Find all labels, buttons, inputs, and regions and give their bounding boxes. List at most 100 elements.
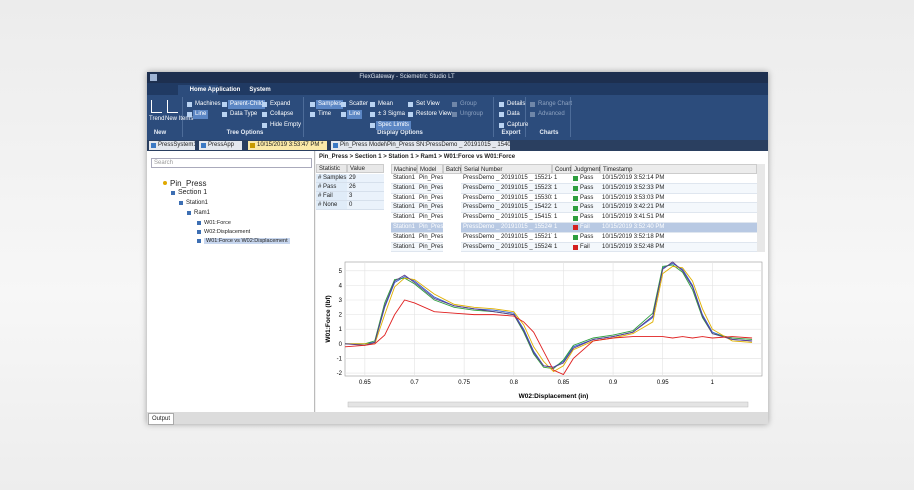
ribbon-button-icon <box>222 102 227 107</box>
tree-node[interactable]: Section 1 <box>178 189 208 196</box>
ribbon-button-icon <box>341 112 346 117</box>
ribbon-group-label: Display Options <box>377 130 423 136</box>
menu-tab[interactable]: Application <box>207 87 241 93</box>
search-box[interactable]: Search <box>151 158 312 168</box>
table-cell: 10/15/2019 3:52:40 PM <box>600 223 757 233</box>
ribbon-button[interactable]: Capture <box>507 122 529 128</box>
menu-tab[interactable]: System <box>249 87 271 93</box>
table-cell: 10/15/2019 3:52:18 PM <box>600 232 757 243</box>
y-tick-label: -1 <box>337 356 343 362</box>
ribbon-button[interactable]: Expand <box>270 101 291 107</box>
table-header: Batch <box>443 164 461 174</box>
table-cell: 10/15/2019 3:41:51 PM <box>600 213 757 223</box>
table-cell: 1 <box>552 193 571 204</box>
plot-area <box>344 261 763 377</box>
x-tick-label: 0.8 <box>510 380 519 386</box>
table-cell: 10/15/2019 3:52:14 PM <box>600 174 757 184</box>
document-tab-icon <box>250 143 255 148</box>
ribbon-separator <box>525 97 526 137</box>
ribbon-button[interactable]: New Items <box>165 116 194 122</box>
ribbon-button-icon <box>187 102 192 107</box>
ribbon-button-icon <box>370 102 375 107</box>
table-cell: 1 <box>552 203 571 214</box>
bottom-tab[interactable]: Output <box>148 413 175 425</box>
ribbon-button[interactable]: Scatter <box>349 101 369 107</box>
ribbon-button[interactable]: Collapse <box>270 111 294 117</box>
ribbon-button[interactable]: Spec Limits <box>376 121 412 130</box>
y-tick-label: 5 <box>339 269 343 275</box>
table-cell: Pass <box>571 193 600 204</box>
menu-tab[interactable]: Home <box>178 85 218 95</box>
tree-node-icon <box>197 229 201 234</box>
ribbon-button[interactable]: Group <box>460 101 477 107</box>
x-tick-label: 0.9 <box>609 380 618 386</box>
ribbon-button[interactable]: Range Chart <box>538 101 573 107</box>
y-axis-title: W01:Force (lbf) <box>325 295 332 342</box>
table-cell: Pass <box>571 174 600 184</box>
ribbon-button[interactable]: Hide Empty <box>270 122 302 128</box>
tree-node[interactable]: W02:Displacement <box>204 229 251 235</box>
ribbon-button[interactable]: Line <box>193 110 209 119</box>
tree-node[interactable]: Pin_Press <box>170 179 207 188</box>
tree-node-icon <box>187 211 191 215</box>
tree-node[interactable]: W01:Force vs W02:Displacement <box>204 238 290 244</box>
ribbon-button[interactable]: Data <box>507 111 520 117</box>
ribbon-button[interactable]: Set View <box>416 101 440 107</box>
table-cell: Station1 <box>391 183 417 194</box>
table-cell: 1 <box>552 213 571 223</box>
document-tab[interactable]: 10/15/2019 3:53:47 PM * <box>248 141 327 150</box>
ribbon-button[interactable]: Machines <box>195 101 221 107</box>
ribbon-group-label: Charts <box>539 130 559 136</box>
table-header: Model <box>417 164 443 174</box>
table-cell: 1 <box>552 232 571 243</box>
y-tick-label: 3 <box>339 298 343 304</box>
judgment-icon <box>573 235 578 241</box>
document-tab[interactable]: PressApp <box>199 141 242 150</box>
series-line <box>344 261 753 368</box>
tree-node-icon <box>197 238 201 243</box>
ribbon-button[interactable]: Details <box>507 101 526 107</box>
table-header: Machine <box>391 164 417 174</box>
table-cell: Pass <box>571 203 600 214</box>
y-tick-label: 4 <box>339 283 343 289</box>
stats-header: Statistic <box>316 164 347 173</box>
ribbon-button-icon <box>222 112 227 117</box>
ribbon-button[interactable]: ± 3 Sigma <box>378 111 405 117</box>
document-tab[interactable]: Pin_Press Model\Pin_Press SN:PressDemo _… <box>331 141 510 150</box>
ribbon-button-icon <box>187 112 192 117</box>
tree-node[interactable]: W01:Force <box>204 220 231 226</box>
ribbon-button[interactable]: Data Type <box>230 111 258 117</box>
ribbon-button[interactable]: Trend <box>149 116 165 122</box>
x-tick-label: 0.75 <box>458 380 470 386</box>
judgment-icon <box>573 186 578 192</box>
stats-header: Value <box>347 164 384 173</box>
chart-scrollbar <box>347 401 749 408</box>
stats-cell: # None <box>316 201 347 210</box>
tree-node[interactable]: Station1 <box>186 200 209 206</box>
ribbon-button-icon <box>341 102 346 107</box>
table-cell: PressDemo _ 20191015 _ 155240 661 <box>461 223 552 233</box>
table-cell: Station1 <box>391 203 417 214</box>
table-cell: Pin_Press <box>417 232 443 243</box>
tree-node[interactable]: Ram1 <box>194 210 211 216</box>
ribbon-button[interactable]: Advanced <box>538 111 565 117</box>
ribbon-button[interactable]: Restore View <box>416 111 452 117</box>
ribbon-button[interactable]: Time <box>318 111 332 117</box>
ribbon-button-icon <box>408 112 413 117</box>
ribbon-button[interactable]: Samples <box>316 100 344 109</box>
table-cell: PressDemo _ 20191015 _ 155233 930 <box>461 183 552 194</box>
ribbon-button[interactable]: Parent-Child <box>228 100 266 109</box>
ribbon-button[interactable]: Ungroup <box>460 111 484 117</box>
table-cell: Station1 <box>391 242 417 253</box>
ribbon-button-icon <box>452 112 457 117</box>
ribbon-separator <box>303 97 304 137</box>
table-cell: Station1 <box>391 232 417 243</box>
ribbon-button-icon <box>370 123 375 128</box>
ribbon-button-icon <box>452 102 457 107</box>
table-cell: Pin_Press <box>417 203 443 214</box>
ribbon-button[interactable]: Line <box>347 110 363 119</box>
table-header: Timestamp <box>600 164 757 174</box>
document-tab[interactable]: PressSystem1 <box>149 141 195 150</box>
ribbon-button[interactable]: Mean <box>378 101 394 107</box>
y-tick-label: 0 <box>339 342 343 348</box>
